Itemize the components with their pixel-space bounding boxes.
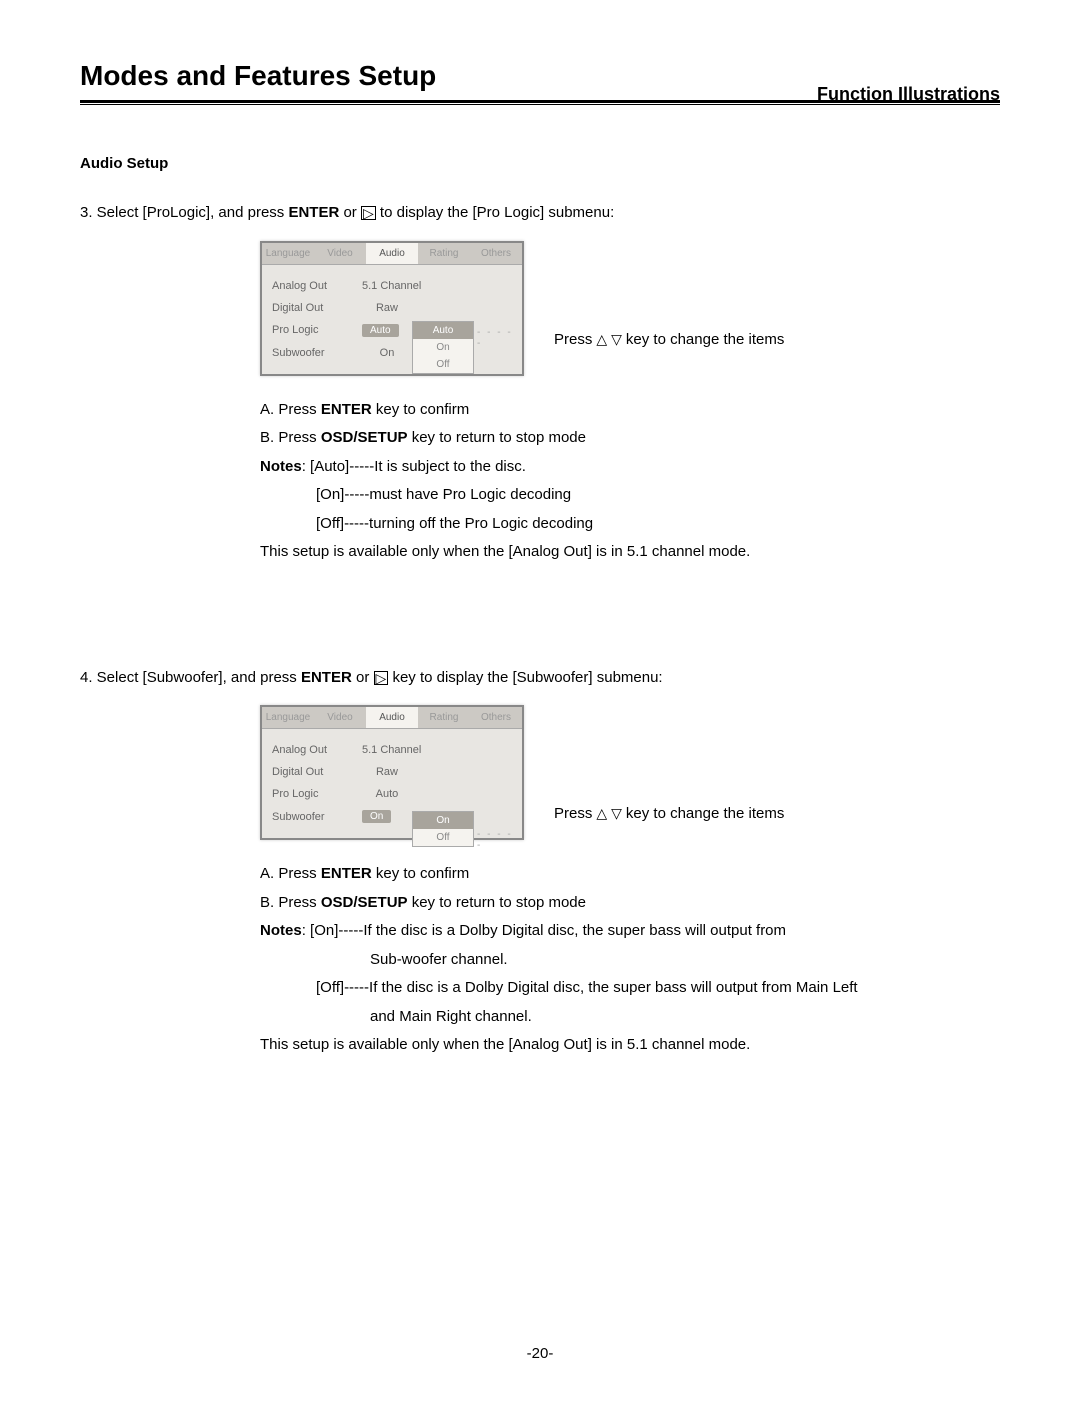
leader-line: - - - - - [477, 327, 522, 349]
ann-suffix: key to change the items [626, 331, 784, 348]
instructions-3: A. Press ENTER key to confirm B. Press O… [260, 396, 1000, 567]
section-label: Audio Setup [80, 155, 1000, 172]
prologic-submenu[interactable]: Auto On Off [412, 321, 474, 374]
row-digital-out-2: Digital Out Raw [272, 761, 512, 783]
right-arrow-icon-2: ▷ [374, 671, 389, 685]
i4-a: A. Press ENTER key to confirm [260, 860, 1000, 889]
down-arrow-icon-2: ▽ [611, 805, 622, 822]
subwoofer-value: On [362, 347, 412, 359]
menu-tabs: Language Video Audio Rating Others [262, 243, 522, 265]
i3-notes-off: [Off]-----turning off the Pro Logic deco… [260, 510, 1000, 539]
up-arrow-icon: △ [596, 331, 607, 348]
tab-language[interactable]: Language [262, 243, 314, 264]
menu-tabs-2: Language Video Audio Rating Others [262, 707, 522, 729]
page-title: Modes and Features Setup [80, 60, 436, 92]
annotation-prologic: Press △ ▽ key to change the items [554, 241, 784, 348]
digital-out-label-2: Digital Out [272, 766, 352, 778]
i3-a: A. Press ENTER key to confirm [260, 396, 1000, 425]
digital-out-value: Raw [362, 302, 412, 314]
page-subtitle: Function Illustrations [817, 84, 1000, 105]
submenu-opt-on[interactable]: On [413, 339, 473, 356]
page-number: -20- [80, 1345, 1000, 1362]
i4-b: B. Press OSD/SETUP key to return to stop… [260, 889, 1000, 918]
step4-suffix: key to display the [Subwoofer] submenu: [388, 669, 662, 686]
analog-out-label-2: Analog Out [272, 744, 352, 756]
ann-prefix-2: Press [554, 805, 592, 822]
instructions-4: A. Press ENTER key to confirm B. Press O… [260, 860, 1000, 1060]
pro-logic-value-2: Auto [362, 788, 412, 800]
row-digital-out: Digital Out Raw [272, 297, 512, 319]
tab-audio-2[interactable]: Audio [366, 707, 418, 728]
tab-video-2[interactable]: Video [314, 707, 366, 728]
digital-out-label: Digital Out [272, 302, 352, 314]
tab-others[interactable]: Others [470, 243, 522, 264]
tab-language-2[interactable]: Language [262, 707, 314, 728]
right-arrow-icon: ▷ [361, 206, 376, 220]
subwoofer-submenu[interactable]: On Off [412, 811, 474, 847]
submenu-opt-off[interactable]: Off [413, 356, 473, 373]
page-header: Modes and Features Setup Function Illust… [80, 60, 1000, 105]
osd-menu-prologic: Language Video Audio Rating Others Analo… [260, 241, 524, 376]
subwoofer-label: Subwoofer [272, 347, 352, 359]
step4-prefix: 4. Select [Subwoofer], and press [80, 669, 301, 686]
submenu-opt-auto[interactable]: Auto [413, 322, 473, 339]
i4-notes-off: [Off]-----If the disc is a Dolby Digital… [260, 974, 1000, 1003]
i3-b: B. Press OSD/SETUP key to return to stop… [260, 424, 1000, 453]
leader-line-2: - - - - - [477, 829, 522, 851]
i3-notes-on: [On]-----must have Pro Logic decoding [260, 481, 1000, 510]
enter-label: ENTER [288, 204, 339, 221]
step3-suffix: to display the [Pro Logic] submenu: [376, 204, 614, 221]
i3-notes-auto: Notes: [Auto]-----It is subject to the d… [260, 453, 1000, 482]
step3-prefix: 3. Select [ProLogic], and press [80, 204, 288, 221]
menu-row-prologic: Language Video Audio Rating Others Analo… [260, 241, 1000, 376]
row-pro-logic-2: Pro Logic Auto [272, 783, 512, 805]
step-4-text: 4. Select [Subwoofer], and press ENTER o… [80, 667, 1000, 690]
i3-tail: This setup is available only when the [A… [260, 538, 1000, 567]
i4-notes-off-2: and Main Right channel. [260, 1003, 1000, 1032]
digital-out-value-2: Raw [362, 766, 412, 778]
down-arrow-icon: ▽ [611, 331, 622, 348]
pro-logic-label: Pro Logic [272, 324, 352, 336]
tab-rating-2[interactable]: Rating [418, 707, 470, 728]
step3-mid: or [339, 204, 361, 221]
row-subwoofer: Subwoofer On [272, 342, 512, 364]
tab-video[interactable]: Video [314, 243, 366, 264]
ann-suffix-2: key to change the items [626, 805, 784, 822]
menu-body: Analog Out 5.1 Channel Digital Out Raw P… [262, 265, 522, 374]
row-analog-out: Analog Out 5.1 Channel [272, 275, 512, 297]
step4-mid: or [352, 669, 374, 686]
menu-body-2: Analog Out 5.1 Channel Digital Out Raw P… [262, 729, 522, 838]
osd-menu-subwoofer: Language Video Audio Rating Others Analo… [260, 705, 524, 840]
pro-logic-label-2: Pro Logic [272, 788, 352, 800]
subwoofer-value-2: On [362, 810, 391, 823]
analog-out-value-2: 5.1 Channel [362, 744, 421, 756]
enter-label-2: ENTER [301, 669, 352, 686]
subwoofer-label-2: Subwoofer [272, 811, 352, 823]
i4-notes-on: Notes: [On]-----If the disc is a Dolby D… [260, 917, 1000, 946]
step-3-text: 3. Select [ProLogic], and press ENTER or… [80, 202, 1000, 225]
menu-row-subwoofer: Language Video Audio Rating Others Analo… [260, 705, 1000, 840]
row-subwoofer-2[interactable]: Subwoofer On [272, 805, 512, 828]
submenu-opt-on-2[interactable]: On [413, 812, 473, 829]
tab-others-2[interactable]: Others [470, 707, 522, 728]
pro-logic-value: Auto [362, 324, 399, 337]
tab-rating[interactable]: Rating [418, 243, 470, 264]
analog-out-label: Analog Out [272, 280, 352, 292]
submenu-opt-off-2[interactable]: Off [413, 829, 473, 846]
up-arrow-icon-2: △ [596, 805, 607, 822]
i4-tail: This setup is available only when the [A… [260, 1031, 1000, 1060]
row-analog-out-2: Analog Out 5.1 Channel [272, 739, 512, 761]
tab-audio[interactable]: Audio [366, 243, 418, 264]
ann-prefix: Press [554, 331, 592, 348]
i4-notes-on-2: Sub-woofer channel. [260, 946, 1000, 975]
analog-out-value: 5.1 Channel [362, 280, 421, 292]
annotation-subwoofer: Press △ ▽ key to change the items [554, 705, 784, 822]
row-pro-logic[interactable]: Pro Logic Auto [272, 319, 512, 342]
